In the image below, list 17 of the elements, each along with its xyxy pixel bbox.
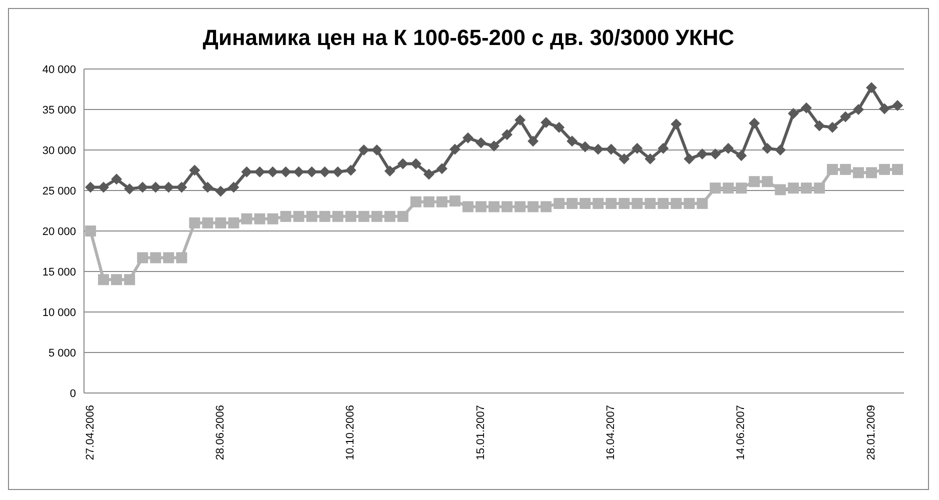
y-tick-label: 30 000	[42, 144, 76, 157]
x-tick-label: 15.01.2007	[474, 405, 487, 460]
y-tick-label: 0	[70, 388, 76, 400]
x-tick-label: 28.06.2006	[214, 405, 227, 460]
x-tick-label: 28.01.2009	[865, 405, 878, 460]
x-tick-label: 10.10.2006	[344, 405, 357, 460]
x-tick-label: 14.06.2007	[735, 405, 748, 460]
y-tick-label: 40 000	[42, 64, 76, 76]
x-tick-label: 16.04.2007	[605, 405, 618, 460]
y-tick-label: 20 000	[42, 226, 76, 238]
y-tick-label: 5 000	[48, 347, 76, 360]
y-tick-label: 10 000	[42, 306, 76, 319]
y-tick-label: 35 000	[42, 104, 76, 116]
y-tick-label: 15 000	[42, 266, 76, 278]
chart-title: Динамика цен на К 100-65-200 с дв. 30/3000 УКНС	[202, 25, 736, 52]
y-tick-label: 25 000	[42, 185, 76, 198]
x-tick-label: 27.04.2006	[84, 405, 96, 460]
